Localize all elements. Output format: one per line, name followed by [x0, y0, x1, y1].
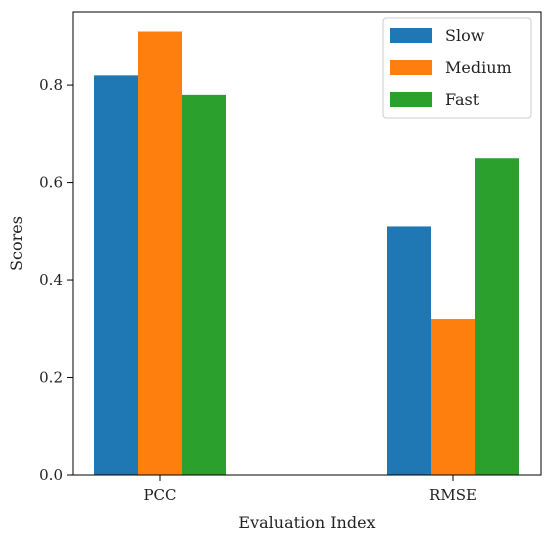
bars-layer: [94, 31, 519, 476]
y-tick-label: 0.4: [39, 271, 63, 289]
y-tick-label: 0.8: [39, 76, 63, 94]
bar-fast-pcc: [182, 94, 226, 475]
y-axis-label: Scores: [7, 216, 26, 271]
legend: Slow Medium Fast: [382, 17, 532, 119]
x-axis: PCC RMSE: [143, 475, 477, 504]
bar-fast-rmse: [475, 158, 519, 476]
legend-swatch-fast: [390, 92, 432, 107]
legend-label-fast: Fast: [445, 90, 480, 109]
legend-swatch-slow: [390, 28, 432, 43]
y-tick-label: 0.6: [39, 174, 63, 192]
y-tick-label: 0.0: [39, 466, 63, 484]
y-tick-label: 0.2: [39, 369, 63, 387]
x-axis-label: Evaluation Index: [238, 513, 375, 532]
bar-medium-pcc: [138, 31, 182, 475]
x-tick-label: RMSE: [429, 486, 477, 504]
bar-medium-rmse: [431, 319, 475, 475]
x-tick-label: PCC: [143, 486, 176, 504]
y-axis: 0.0 0.2 0.4 0.6 0.8: [39, 76, 73, 484]
bar-slow-pcc: [94, 75, 138, 475]
legend-swatch-medium: [390, 60, 432, 75]
legend-label-medium: Medium: [445, 58, 512, 77]
legend-label-slow: Slow: [445, 26, 485, 45]
bar-slow-rmse: [387, 226, 431, 475]
plot-frame: [72, 11, 542, 476]
